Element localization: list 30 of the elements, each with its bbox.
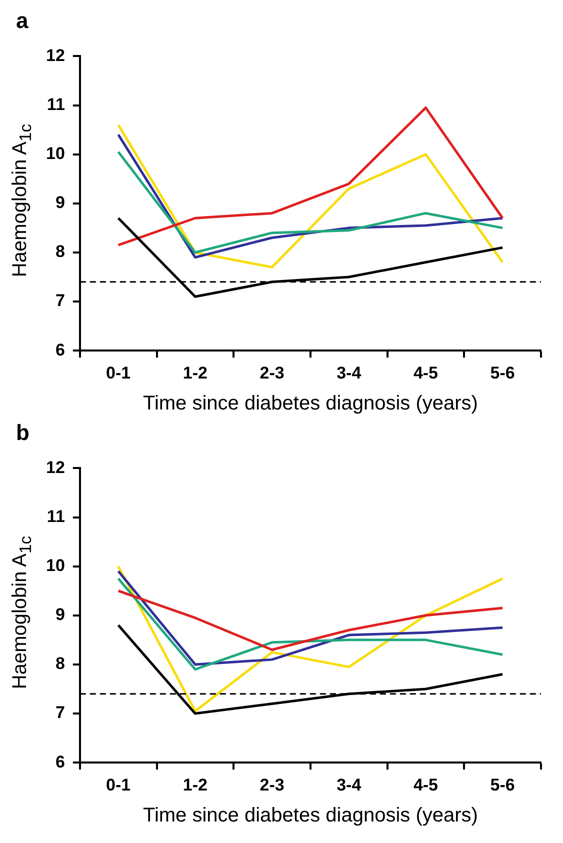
- x-tick-label: 1-2: [182, 775, 208, 794]
- y-tick-label: 11: [46, 94, 65, 114]
- y-tick-label: 7: [55, 703, 65, 722]
- x-tick-label: 4-5: [413, 363, 438, 382]
- x-tick-label: 5-6: [490, 775, 515, 794]
- y-tick-label: 12: [46, 46, 65, 65]
- y-tick-label: 9: [55, 605, 65, 624]
- y-tick-label: 10: [46, 556, 65, 576]
- chart-title: b: [16, 420, 30, 446]
- y-tick-label: 7: [55, 291, 65, 310]
- x-tick-label: 3-4: [336, 363, 362, 382]
- x-tick-label: 4-5: [413, 775, 438, 794]
- x-tick-label: 2-3: [260, 775, 284, 794]
- y-tick-label: 6: [55, 340, 65, 360]
- x-tick-label: 5-6: [490, 363, 515, 382]
- y-tick-label: 10: [46, 144, 65, 164]
- y-tick-label: 9: [55, 193, 65, 212]
- x-tick-label: 2-3: [260, 363, 284, 382]
- x-axis-title: Time since diabetes diagnosis (years): [142, 804, 478, 827]
- y-tick-label: 6: [55, 752, 65, 772]
- y-tick-label: 12: [46, 458, 65, 477]
- y-tick-label: 8: [55, 654, 65, 674]
- x-tick-label: 0-1: [106, 775, 131, 794]
- x-tick-label: 1-2: [182, 363, 208, 382]
- x-tick-label: 0-1: [106, 363, 131, 382]
- y-tick-label: 8: [55, 242, 65, 262]
- x-tick-label: 3-4: [336, 775, 362, 794]
- x-axis-title: Time since diabetes diagnosis (years): [142, 392, 478, 415]
- y-tick-label: 11: [46, 506, 65, 526]
- chart-title: a: [16, 8, 28, 34]
